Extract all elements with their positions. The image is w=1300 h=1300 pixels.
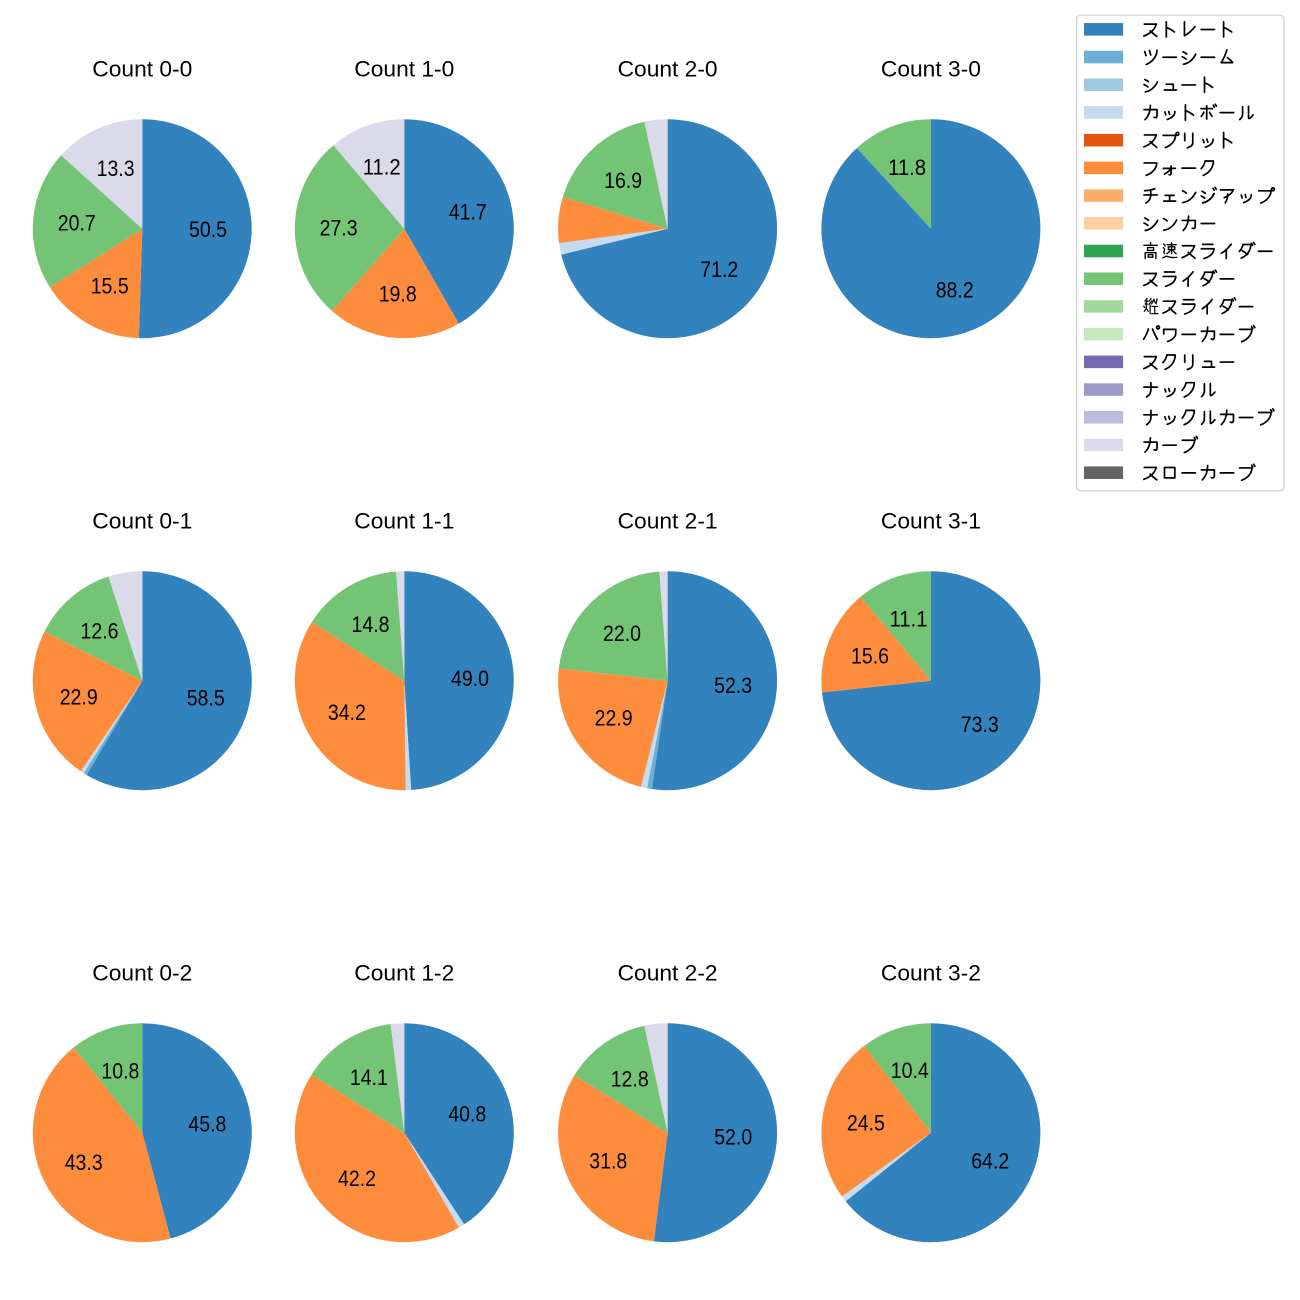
svg-text:88.2: 88.2: [936, 277, 974, 302]
svg-text:50.5: 50.5: [189, 217, 227, 242]
svg-text:13.3: 13.3: [97, 156, 135, 181]
svg-text:41.7: 41.7: [449, 199, 487, 224]
svg-text:12.8: 12.8: [611, 1067, 649, 1092]
svg-text:49.0: 49.0: [451, 666, 489, 691]
svg-text:27.3: 27.3: [320, 216, 358, 241]
svg-text:12.6: 12.6: [81, 618, 119, 643]
svg-text:Count 3-0: Count 3-0: [881, 56, 981, 81]
svg-text:42.2: 42.2: [338, 1166, 376, 1191]
svg-text:Count 0-1: Count 0-1: [92, 508, 192, 533]
svg-text:14.8: 14.8: [352, 612, 390, 637]
svg-text:16.9: 16.9: [604, 168, 642, 193]
svg-text:34.2: 34.2: [328, 700, 366, 725]
svg-text:43.3: 43.3: [65, 1150, 103, 1175]
svg-text:64.2: 64.2: [971, 1149, 1009, 1174]
svg-text:14.1: 14.1: [350, 1065, 388, 1090]
svg-text:11.8: 11.8: [888, 155, 926, 180]
svg-text:24.5: 24.5: [847, 1111, 885, 1136]
svg-text:11.2: 11.2: [363, 155, 401, 180]
svg-text:10.4: 10.4: [891, 1058, 929, 1083]
svg-text:31.8: 31.8: [589, 1149, 627, 1174]
svg-text:Count 2-0: Count 2-0: [618, 56, 718, 81]
svg-text:Count 0-0: Count 0-0: [92, 56, 192, 81]
svg-text:15.5: 15.5: [91, 273, 129, 298]
svg-text:Count 0-2: Count 0-2: [92, 960, 192, 985]
svg-text:11.1: 11.1: [890, 607, 928, 632]
svg-text:20.7: 20.7: [58, 211, 96, 236]
svg-text:22.9: 22.9: [60, 685, 98, 710]
svg-text:52.0: 52.0: [714, 1124, 752, 1149]
svg-text:22.9: 22.9: [595, 706, 633, 731]
svg-text:Count 1-0: Count 1-0: [354, 56, 454, 81]
svg-text:Count 3-1: Count 3-1: [881, 508, 981, 533]
svg-text:Count 2-1: Count 2-1: [618, 508, 718, 533]
svg-text:73.3: 73.3: [961, 712, 999, 737]
svg-text:19.8: 19.8: [379, 282, 417, 307]
svg-text:40.8: 40.8: [448, 1102, 486, 1127]
svg-text:Count 1-2: Count 1-2: [354, 960, 454, 985]
svg-text:15.6: 15.6: [851, 644, 889, 669]
svg-text:52.3: 52.3: [714, 673, 752, 698]
svg-text:22.0: 22.0: [603, 621, 641, 646]
svg-text:58.5: 58.5: [187, 686, 225, 711]
svg-text:10.8: 10.8: [101, 1058, 139, 1083]
svg-text:Count 3-2: Count 3-2: [881, 960, 981, 985]
svg-text:71.2: 71.2: [700, 257, 738, 282]
svg-text:Count 2-2: Count 2-2: [618, 960, 718, 985]
svg-text:45.8: 45.8: [188, 1112, 226, 1137]
svg-text:Count 1-1: Count 1-1: [354, 508, 454, 533]
